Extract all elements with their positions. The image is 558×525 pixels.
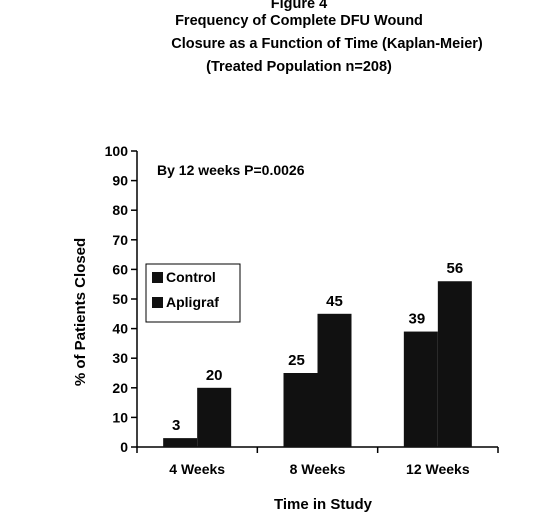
chart-title: Figure 4 bbox=[271, 0, 327, 12]
y-tick-label: 20 bbox=[112, 380, 128, 396]
bar-apligraf bbox=[437, 281, 472, 447]
bar-value-labels: 3 20 25 45 39 56 bbox=[172, 260, 463, 434]
y-tick-label: 50 bbox=[112, 291, 128, 307]
p-value-annotation: By 12 weeks P=0.0026 bbox=[157, 162, 305, 178]
y-tick-label: 90 bbox=[112, 173, 128, 189]
x-tick-label: 4 Weeks bbox=[169, 461, 225, 477]
bar-apligraf bbox=[197, 387, 232, 447]
x-tick-label: 8 Weeks bbox=[290, 461, 346, 477]
bar-marks bbox=[163, 281, 472, 447]
bar-value-label: 20 bbox=[206, 367, 223, 384]
legend: Control Apligraf bbox=[145, 263, 241, 323]
y-tick-label: 100 bbox=[105, 143, 129, 159]
y-tick-label: 70 bbox=[112, 232, 128, 248]
bar-control bbox=[283, 373, 318, 447]
bar-value-label: 56 bbox=[446, 260, 463, 277]
legend-swatch-apligraf bbox=[152, 297, 163, 308]
x-axis-ticks: 4 Weeks 8 Weeks 12 Weeks bbox=[136, 447, 499, 477]
y-tick-label: 60 bbox=[112, 261, 128, 277]
chart-subtitle-line-2: Closure as a Function of Time (Kaplan-Me… bbox=[171, 36, 483, 52]
y-tick-label: 40 bbox=[112, 321, 128, 337]
x-axis-label: Time in Study bbox=[274, 496, 373, 513]
y-tick-label: 30 bbox=[112, 350, 128, 366]
bar-value-label: 25 bbox=[288, 352, 305, 369]
chart-subtitle-line-1: Frequency of Complete DFU Wound bbox=[175, 13, 423, 29]
bar-control bbox=[163, 438, 198, 447]
y-axis-ticks: 0 10 20 30 40 50 60 70 80 90 100 bbox=[105, 143, 137, 455]
bar-control bbox=[403, 331, 438, 447]
x-tick-label: 12 Weeks bbox=[406, 461, 470, 477]
y-tick-label: 10 bbox=[112, 409, 128, 425]
legend-label-control: Control bbox=[166, 269, 216, 285]
chart-subtitle-line-3: (Treated Population n=208) bbox=[206, 59, 392, 75]
y-tick-label: 80 bbox=[112, 202, 128, 218]
legend-label-apligraf: Apligraf bbox=[166, 294, 219, 310]
bar-value-label: 45 bbox=[326, 293, 343, 310]
y-tick-label: 0 bbox=[120, 439, 128, 455]
legend-swatch-control bbox=[152, 272, 163, 283]
y-axis-label: % of Patients Closed bbox=[72, 238, 89, 386]
bar-value-label: 39 bbox=[408, 311, 425, 328]
bar-value-label: 3 bbox=[172, 417, 180, 434]
bar-apligraf bbox=[317, 313, 352, 447]
